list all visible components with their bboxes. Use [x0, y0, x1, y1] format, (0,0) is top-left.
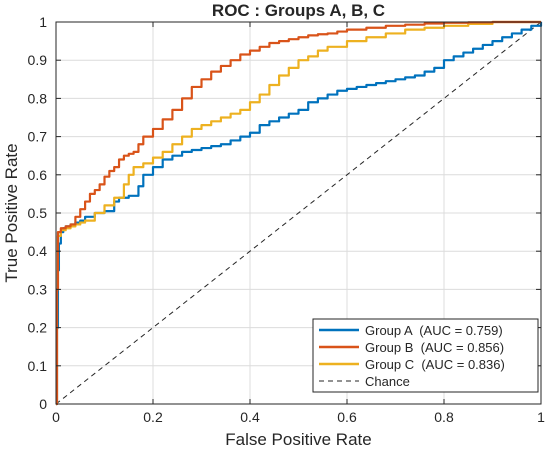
legend-label: Chance	[365, 374, 410, 389]
x-tick-label: 0	[52, 409, 60, 425]
x-axis-label: False Positive Rate	[225, 430, 371, 449]
series-line-chance	[55, 21, 542, 405]
x-tick-label: 0.4	[240, 409, 260, 425]
y-tick-label: 0.2	[28, 320, 48, 336]
y-tick-label: 0.3	[28, 281, 48, 297]
y-tick-label: 0.8	[28, 90, 48, 106]
y-tick-label: 0	[39, 396, 47, 412]
series-group	[55, 20, 543, 406]
grid	[55, 21, 542, 405]
y-axis-label: True Positive Rate	[2, 143, 21, 282]
series-line-group-a	[55, 22, 543, 406]
legend-label: Group B (AUC = 0.856)	[365, 340, 504, 355]
y-tick-label: 0.4	[28, 243, 48, 259]
series-line-group-c	[55, 20, 541, 406]
series-line-group-b	[55, 20, 541, 406]
legend-label: Group C (AUC = 0.836)	[365, 357, 505, 372]
x-tick-label: 0.6	[337, 409, 357, 425]
x-tick-label: 0.2	[143, 409, 163, 425]
y-tick-label: 0.9	[28, 52, 48, 68]
chart-title: ROC : Groups A, B, C	[212, 1, 385, 20]
x-tick-label: 1	[537, 409, 545, 425]
y-tick-label: 0.6	[28, 167, 48, 183]
y-tick-label: 1	[39, 14, 47, 30]
legend-label: Group A (AUC = 0.759)	[365, 323, 503, 338]
axis-ticks: 0 0.2 0.4 0.6 0.8 1 0 0.1 0.2 0.3 0.4 0.5 0.6 0.7 0.8 0…	[28, 14, 546, 425]
legend: Group A (AUC = 0.759) Group B (AUC = 0.85…	[312, 318, 539, 393]
x-tick-label: 0.8	[434, 409, 454, 425]
y-tick-label: 0.1	[28, 358, 48, 374]
y-tick-label: 0.5	[28, 205, 48, 221]
y-tick-label: 0.7	[28, 129, 48, 145]
